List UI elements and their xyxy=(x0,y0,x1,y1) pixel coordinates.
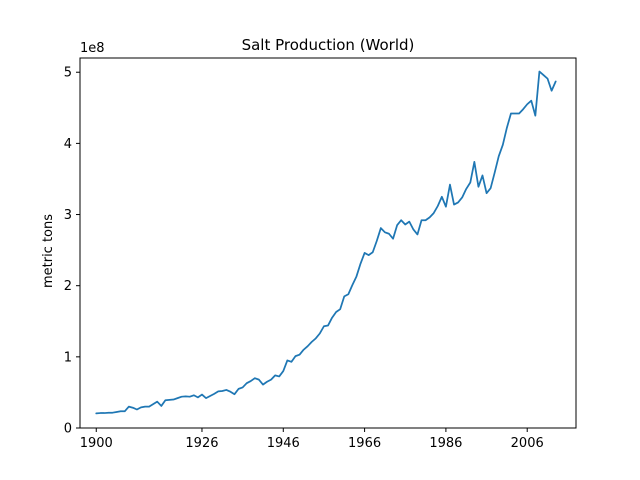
series-line xyxy=(95,70,557,415)
x-tick-label: 1966 xyxy=(348,436,381,451)
x-tick-label: 1926 xyxy=(185,436,218,451)
y-ticks: 0 1 2 3 4 5 xyxy=(64,66,80,437)
y-tick-label: 1 xyxy=(64,350,72,365)
plot-area-frame xyxy=(79,57,577,429)
x-tick-label: 2006 xyxy=(511,436,544,451)
x-ticks: 1900 1926 1946 1966 1986 2006 xyxy=(80,428,544,451)
x-tick-label: 1900 xyxy=(80,436,113,451)
chart-title: Salt Production (World) xyxy=(242,36,415,54)
x-tick-label: 1986 xyxy=(429,436,462,451)
series-layer xyxy=(95,70,557,415)
y-tick-label: 4 xyxy=(64,137,72,152)
y-tick-label: 5 xyxy=(64,66,72,81)
y-tick-label: 0 xyxy=(64,422,72,437)
y-tick-label: 2 xyxy=(64,279,72,294)
y-axis-label: metric tons xyxy=(41,214,56,288)
x-tick-label: 1946 xyxy=(267,436,300,451)
y-scale-label: 1e8 xyxy=(80,41,105,56)
y-tick-label: 3 xyxy=(64,208,72,223)
